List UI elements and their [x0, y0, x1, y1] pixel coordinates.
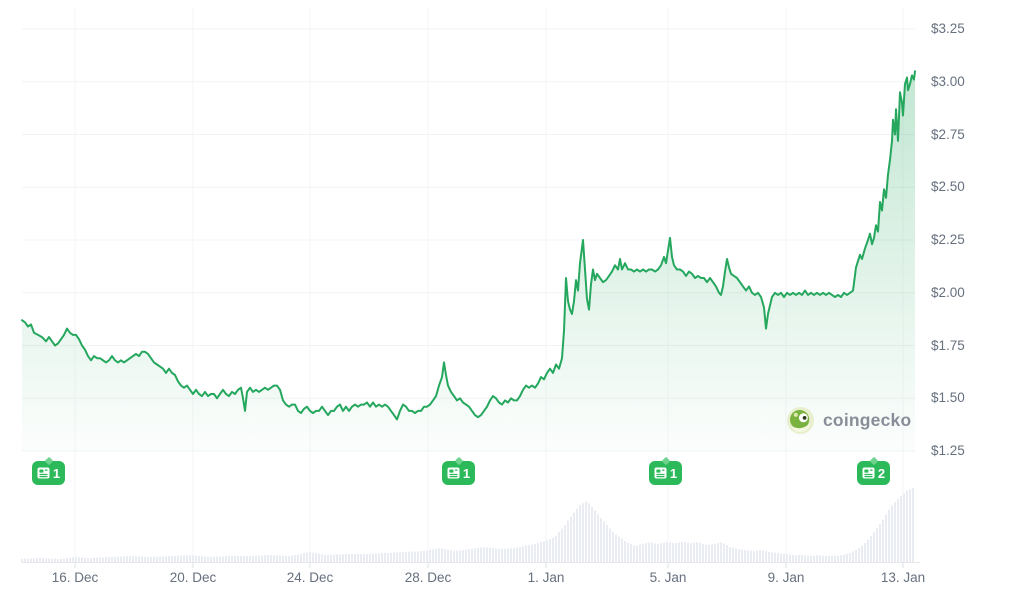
news-badge-count: 1 — [669, 465, 678, 481]
news-badge[interactable]: 2 — [857, 456, 890, 485]
coingecko-wordmark: coingecko — [823, 410, 912, 430]
news-icon — [654, 467, 667, 479]
news-icon — [447, 467, 460, 479]
x-axis-tick-label: 1. Jan — [527, 570, 565, 585]
y-axis-tick-label: $2.25 — [931, 232, 965, 247]
y-axis-tick-label: $3.00 — [931, 73, 965, 89]
y-axis-tick-label: $3.25 — [931, 21, 965, 36]
y-axis-tick-label: $1.75 — [931, 337, 965, 353]
y-axis-tick-label: $2.50 — [931, 179, 965, 195]
news-badge[interactable]: 1 — [649, 456, 682, 485]
news-badge[interactable]: 1 — [32, 456, 65, 485]
y-axis-tick-label: $2.00 — [931, 284, 965, 300]
news-badge-count: 2 — [877, 465, 886, 481]
y-axis-tick-label: $1.50 — [931, 390, 965, 406]
x-axis-tick-label: 24. Dec — [286, 570, 334, 585]
news-badge-count: 1 — [462, 465, 471, 481]
x-axis-tick-label: 13. Jan — [880, 570, 926, 585]
news-badge-count: 1 — [52, 465, 61, 481]
news-badge[interactable]: 1 — [442, 456, 475, 485]
news-icon — [862, 467, 875, 479]
coingecko-watermark[interactable]: coingecko — [786, 406, 911, 435]
y-axis-tick-label: $1.25 — [931, 443, 965, 458]
coingecko-gecko-icon — [787, 407, 814, 434]
x-axis-tick-label: 20. Dec — [169, 570, 217, 585]
news-icon — [37, 467, 50, 479]
x-axis-tick-label: 5. Jan — [649, 570, 687, 585]
x-axis-tick-label: 9. Jan — [767, 570, 805, 585]
x-axis-tick-label: 28. Dec — [404, 570, 452, 585]
y-axis-tick-label: $2.75 — [931, 126, 965, 142]
x-axis-tick-label: 16. Dec — [51, 570, 99, 585]
